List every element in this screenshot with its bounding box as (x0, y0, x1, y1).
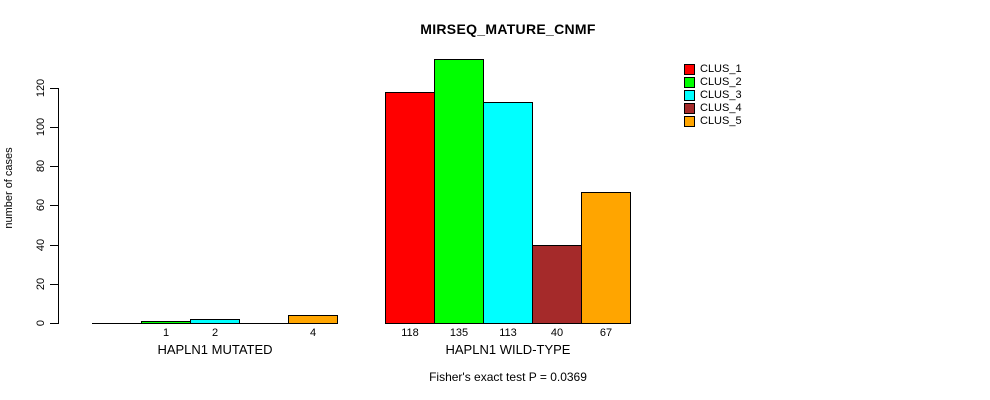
bar-clus_4-group2 (532, 245, 582, 324)
y-axis-line (58, 88, 59, 324)
legend: CLUS_1 CLUS_2 CLUS_3 CLUS_4 CLUS_5 (684, 63, 742, 128)
y-axis-label: number of cases (3, 147, 15, 229)
legend-label: CLUS_2 (700, 76, 742, 88)
y-tick-label: 40 (35, 238, 47, 252)
y-tick-mark (50, 127, 58, 128)
legend-item-clus_5: CLUS_5 (684, 115, 742, 128)
bar-value-label: 1 (162, 327, 170, 339)
bar-value-label: 135 (449, 327, 469, 339)
bar-clus_3-group1 (190, 319, 240, 324)
bar-value-label: 118 (401, 327, 419, 339)
bar-clus_5-group2 (581, 192, 631, 324)
group-label-mutated: HAPLN1 MUTATED (157, 342, 273, 357)
bar-clus_1-group2 (385, 92, 435, 324)
legend-swatch-clus_1 (684, 64, 695, 75)
legend-item-clus_4: CLUS_4 (684, 102, 742, 115)
bar-clus_5-group1 (288, 315, 338, 324)
legend-label: CLUS_1 (700, 63, 742, 75)
legend-item-clus_1: CLUS_1 (684, 63, 742, 76)
y-tick-label: 100 (35, 117, 47, 137)
y-tick-mark (50, 284, 58, 285)
y-tick-label: 80 (35, 159, 47, 173)
y-tick-label: 60 (35, 198, 47, 212)
y-tick-mark (50, 166, 58, 167)
y-tick-mark (50, 88, 58, 89)
bar-value-label: 4 (309, 327, 317, 339)
bar-clus_2-group1 (141, 321, 191, 324)
legend-label: CLUS_3 (700, 89, 742, 101)
y-tick-mark (50, 245, 58, 246)
bar-value-label: 67 (599, 327, 613, 339)
group-label-wildtype: HAPLN1 WILD-TYPE (445, 342, 571, 357)
annotation-text: Fisher's exact test P = 0.0369 (429, 370, 587, 384)
legend-label: CLUS_4 (700, 102, 742, 114)
legend-item-clus_2: CLUS_2 (684, 76, 742, 89)
bar-value-label: 2 (211, 327, 219, 339)
bar-value-label: 40 (550, 327, 564, 339)
legend-swatch-clus_4 (684, 103, 695, 114)
y-tick-mark (50, 205, 58, 206)
bar-value-label: 113 (499, 327, 517, 339)
legend-swatch-clus_3 (684, 90, 695, 101)
legend-label: CLUS_5 (700, 115, 742, 127)
legend-swatch-clus_2 (684, 77, 695, 88)
bar-clus_2-group2 (434, 59, 484, 324)
y-tick-label: 0 (35, 319, 47, 327)
bar-clus_3-group2 (483, 102, 533, 324)
chart-title: MIRSEQ_MATURE_CNMF (420, 21, 596, 37)
y-tick-label: 20 (35, 277, 47, 291)
y-tick-label: 120 (35, 78, 47, 98)
legend-item-clus_3: CLUS_3 (684, 89, 742, 102)
y-tick-mark (50, 323, 58, 324)
legend-swatch-clus_5 (684, 116, 695, 127)
